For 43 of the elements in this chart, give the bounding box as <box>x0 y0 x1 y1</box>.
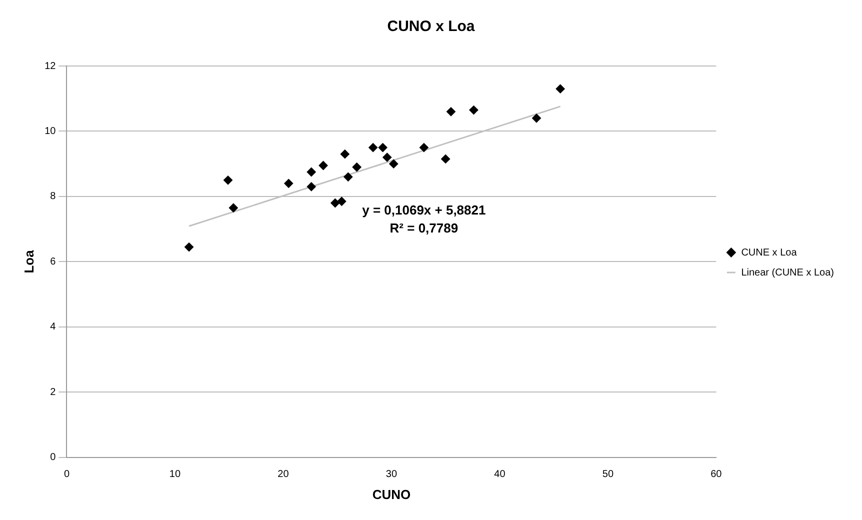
x-axis-title: CUNO <box>372 486 411 502</box>
point <box>284 178 294 188</box>
point <box>340 150 350 159</box>
point <box>441 154 450 164</box>
point <box>378 143 388 152</box>
x-tick-label: 20 <box>278 469 290 480</box>
x-tick-label: 60 <box>710 469 722 480</box>
point <box>306 168 316 177</box>
annotation: y = 0,1069x + 5,8821 <box>362 202 486 218</box>
point <box>337 196 346 206</box>
annotation: R² = 0,7789 <box>390 220 458 236</box>
x-tick-label: 10 <box>169 469 181 480</box>
point <box>352 162 362 172</box>
point <box>184 242 194 252</box>
point <box>556 84 565 94</box>
x-tick-label: 50 <box>602 469 614 480</box>
y-tick-label: 12 <box>44 60 56 72</box>
point <box>344 172 353 182</box>
y-tick-label: 4 <box>50 322 56 333</box>
y-tick-label: 6 <box>50 256 56 268</box>
y-axis-title: Loa <box>21 249 36 274</box>
legend-label: Linear (CUNE x Loa) <box>741 267 834 278</box>
point <box>419 143 428 152</box>
point <box>389 159 398 168</box>
point <box>330 198 340 208</box>
y-tick-label: 10 <box>44 126 56 137</box>
x-tick-label: 30 <box>386 469 398 480</box>
y-tick-label: 0 <box>50 452 56 464</box>
point <box>532 114 542 123</box>
point <box>469 106 478 115</box>
x-tick-label: 0 <box>64 469 70 480</box>
point <box>318 160 328 170</box>
y-tick-label: 2 <box>50 386 56 398</box>
legend-label: CUNE x Loa <box>741 247 798 258</box>
point <box>368 143 378 152</box>
point <box>382 152 392 162</box>
point <box>306 182 316 192</box>
x-tick-label: 40 <box>494 469 506 480</box>
point <box>446 107 456 116</box>
point <box>224 176 233 185</box>
point <box>228 203 238 212</box>
chart-title: CUNO x Loa <box>387 18 476 36</box>
y-tick-label: 8 <box>50 191 56 202</box>
